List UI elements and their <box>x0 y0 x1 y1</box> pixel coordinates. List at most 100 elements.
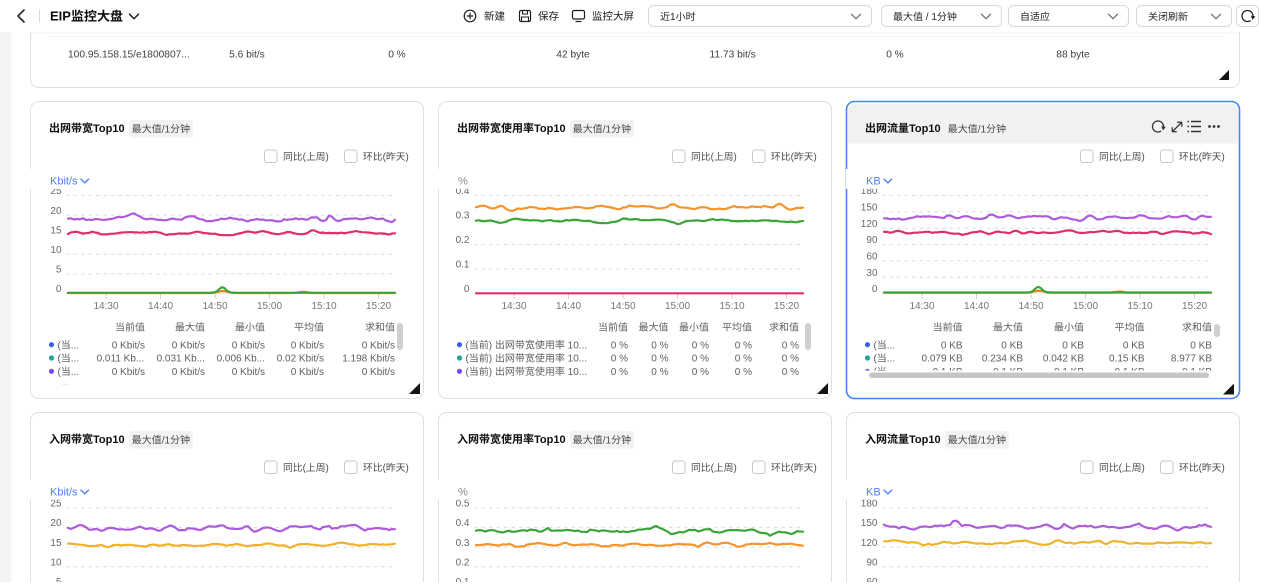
svg-text:0 %: 0 % <box>651 340 668 351</box>
svg-text:25: 25 <box>50 498 62 509</box>
svg-text:150: 150 <box>861 203 878 214</box>
svg-text:0.1 KB: 0.1 KB <box>1115 367 1145 378</box>
svg-text:0 %: 0 % <box>651 367 668 378</box>
svg-text:15:00: 15:00 <box>257 301 282 312</box>
svg-text:Kbit/s: Kbit/s <box>50 487 78 499</box>
svg-text:0 %: 0 % <box>782 367 799 378</box>
svg-text:...: ... <box>71 384 79 395</box>
svg-text:Top10: Top10 <box>534 123 566 135</box>
svg-text:0 %: 0 % <box>692 340 709 351</box>
svg-text:Top10: Top10 <box>909 123 941 135</box>
svg-text:15: 15 <box>50 538 62 549</box>
svg-text:0 Kbit/s: 0 Kbit/s <box>112 384 145 395</box>
svg-text:): ) <box>734 152 737 163</box>
svg-text:0 %: 0 % <box>388 50 406 61</box>
svg-text:): ) <box>489 367 495 378</box>
svg-text:180: 180 <box>861 498 878 509</box>
svg-text:14:30: 14:30 <box>910 301 935 312</box>
svg-text:0: 0 <box>464 284 470 295</box>
svg-text:0 Kbit/s: 0 Kbit/s <box>172 367 205 378</box>
svg-text:KB: KB <box>866 176 881 188</box>
svg-text:): ) <box>326 152 329 163</box>
svg-text:): ) <box>489 340 495 351</box>
svg-text:): ) <box>814 152 817 163</box>
svg-text:0 Kbit/s: 0 Kbit/s <box>112 340 145 351</box>
svg-text:Top10: Top10 <box>93 434 125 446</box>
svg-text:14:40: 14:40 <box>964 301 989 312</box>
svg-text:15:10: 15:10 <box>720 301 745 312</box>
svg-text:0 KB: 0 KB <box>1062 340 1084 351</box>
svg-text:(: ( <box>1119 463 1123 474</box>
svg-text:0.4: 0.4 <box>456 186 470 197</box>
svg-text:0 Kbit/s: 0 Kbit/s <box>291 384 324 395</box>
svg-text:120: 120 <box>861 538 878 549</box>
svg-text:0 %: 0 % <box>735 367 752 378</box>
svg-text:%: % <box>458 176 468 188</box>
svg-text:1: 1 <box>670 12 676 23</box>
svg-text:(: ( <box>874 367 878 378</box>
svg-text:15:20: 15:20 <box>774 301 799 312</box>
svg-text:0 %: 0 % <box>782 340 799 351</box>
svg-text:0 %: 0 % <box>611 340 628 351</box>
svg-text:/1: /1 <box>603 435 612 446</box>
svg-text:(: ( <box>791 463 795 474</box>
svg-text:): ) <box>814 463 817 474</box>
svg-text:): ) <box>406 152 409 163</box>
svg-text:/1: /1 <box>162 435 171 446</box>
svg-text:): ) <box>326 463 329 474</box>
svg-text:0.4: 0.4 <box>456 518 470 529</box>
svg-text:): ) <box>1142 463 1145 474</box>
svg-text:20: 20 <box>50 518 62 529</box>
svg-text:0.1: 0.1 <box>456 260 470 271</box>
svg-text:8.977 KB: 8.977 KB <box>1171 354 1212 365</box>
svg-text:0 Kbit/s: 0 Kbit/s <box>232 340 265 351</box>
svg-text:14:30: 14:30 <box>502 301 527 312</box>
svg-text:5.6 bit/s: 5.6 bit/s <box>229 50 265 61</box>
svg-text:0.006 Kb...: 0.006 Kb... <box>217 354 265 365</box>
svg-text:(: ( <box>1199 463 1203 474</box>
svg-text:0.1 KB: 0.1 KB <box>1054 367 1084 378</box>
svg-text:0 %: 0 % <box>651 354 668 365</box>
svg-text:0 %: 0 % <box>692 354 709 365</box>
svg-text:10...: 10... <box>565 340 587 351</box>
svg-text:0.2: 0.2 <box>456 235 470 246</box>
svg-text:...: ... <box>887 340 895 351</box>
svg-text:5: 5 <box>56 577 62 582</box>
svg-text:0 Kbit/s: 0 Kbit/s <box>172 384 205 395</box>
svg-text:Top10: Top10 <box>534 434 566 446</box>
svg-text:): ) <box>406 463 409 474</box>
svg-text:0 %: 0 % <box>735 340 752 351</box>
svg-text:15:00: 15:00 <box>1073 301 1098 312</box>
svg-text:(: ( <box>1119 152 1123 163</box>
svg-text:0 %: 0 % <box>782 354 799 365</box>
svg-text:(: ( <box>58 340 62 351</box>
svg-text:): ) <box>734 463 737 474</box>
svg-text:): ) <box>1142 152 1145 163</box>
svg-text:0 Kbit/s: 0 Kbit/s <box>112 367 145 378</box>
svg-text:15:10: 15:10 <box>1128 301 1153 312</box>
svg-text:(: ( <box>711 152 715 163</box>
svg-text:0 Kbit/s: 0 Kbit/s <box>362 340 395 351</box>
svg-text:0.1 KB: 0.1 KB <box>1182 367 1212 378</box>
svg-text:150: 150 <box>861 518 878 529</box>
svg-text:10...: 10... <box>565 354 587 365</box>
svg-text:(: ( <box>58 354 62 365</box>
svg-text:Top10: Top10 <box>909 434 941 446</box>
svg-text:0.011 Kb...: 0.011 Kb... <box>97 354 145 365</box>
svg-text:(: ( <box>58 367 62 378</box>
svg-text:0 %: 0 % <box>692 367 709 378</box>
svg-text:/ 1: / 1 <box>923 12 937 23</box>
svg-text:0.234 KB: 0.234 KB <box>982 354 1023 365</box>
svg-text:(: ( <box>466 367 470 378</box>
svg-text:0.1 KB: 0.1 KB <box>993 367 1023 378</box>
svg-text:(: ( <box>383 463 387 474</box>
svg-text:0 Kbit/s: 0 Kbit/s <box>232 384 265 395</box>
svg-text:0.042 KB: 0.042 KB <box>1043 354 1084 365</box>
svg-text:14:50: 14:50 <box>611 301 636 312</box>
svg-text:0.079 KB: 0.079 KB <box>922 354 963 365</box>
svg-text:0 %: 0 % <box>886 50 904 61</box>
svg-text:EIP: EIP <box>50 9 71 24</box>
svg-text:0 KB: 0 KB <box>941 340 963 351</box>
svg-text:0.3: 0.3 <box>456 538 470 549</box>
svg-text:0 %: 0 % <box>611 354 628 365</box>
